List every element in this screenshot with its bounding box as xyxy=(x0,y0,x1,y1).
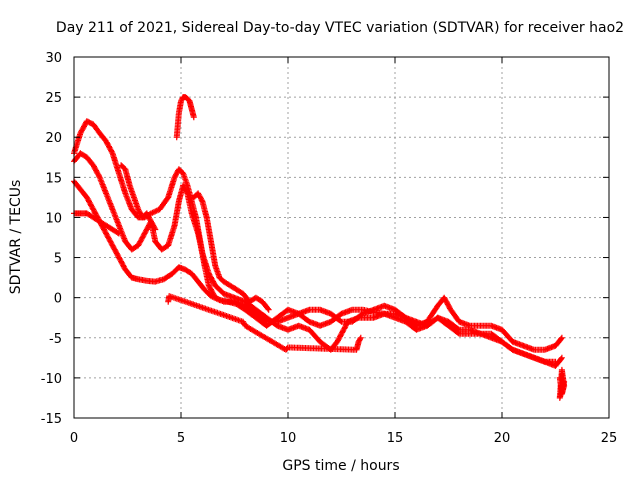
y-tick-label: 25 xyxy=(45,91,62,106)
axis-ticks: 0 5 10 15 20 25 -15 -10 -5 0 5 10 15 20 25 30 xyxy=(41,51,618,446)
x-tick-label: 20 xyxy=(494,431,511,446)
y-tick-label: 30 xyxy=(45,51,62,66)
grid xyxy=(74,57,609,418)
y-tick-label: 20 xyxy=(45,131,62,146)
series-track-7 xyxy=(190,190,272,313)
x-tick-label: 25 xyxy=(601,431,618,446)
y-tick-label: 5 xyxy=(54,252,62,267)
y-tick-label: -5 xyxy=(49,332,62,347)
y-tick-label: -15 xyxy=(41,412,62,427)
y-tick-label: -10 xyxy=(41,372,62,387)
y-tick-label: 15 xyxy=(45,171,62,186)
y-tick-label: 0 xyxy=(54,292,62,307)
x-tick-label: 5 xyxy=(177,431,185,446)
x-axis-label: GPS time / hours xyxy=(282,458,399,474)
y-axis-label: SDTVAR / TECUs xyxy=(8,180,24,295)
x-tick-label: 0 xyxy=(70,431,78,446)
y-tick-label: 10 xyxy=(45,211,62,226)
series-track-8 xyxy=(556,366,568,401)
x-tick-label: 10 xyxy=(280,431,297,446)
series-track-5 xyxy=(118,162,159,233)
plot-frame xyxy=(73,56,610,419)
series-track-6 xyxy=(173,94,197,141)
x-tick-label: 15 xyxy=(387,431,404,446)
series-track-9 xyxy=(165,293,364,353)
chart-title: Day 211 of 2021, Sidereal Day-to-day VTE… xyxy=(56,20,624,36)
